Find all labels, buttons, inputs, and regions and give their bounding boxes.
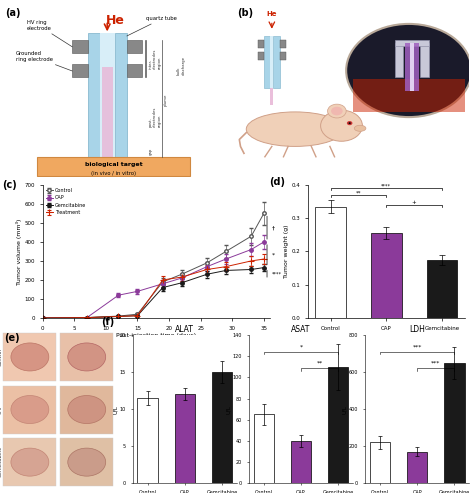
Text: He: He (105, 13, 124, 27)
Text: **: ** (317, 361, 323, 366)
Bar (73, 40, 88, 53)
Text: ****: **** (272, 271, 282, 277)
Bar (102, 67, 113, 157)
Bar (410, 43, 414, 91)
Text: (in vivo / in vitro): (in vivo / in vitro) (91, 171, 137, 176)
Ellipse shape (11, 395, 49, 423)
Text: (b): (b) (237, 7, 253, 18)
Text: (a): (a) (5, 7, 21, 18)
Bar (115, 33, 127, 157)
Ellipse shape (68, 395, 106, 423)
Bar (291, 441, 311, 483)
Circle shape (320, 110, 363, 141)
Legend: Control, CAP, Gemcitabine, Treatment: Control, CAP, Gemcitabine, Treatment (45, 187, 87, 215)
Y-axis label: U/L: U/L (226, 405, 231, 414)
Bar (127, 40, 142, 53)
Title: ASAT: ASAT (292, 325, 310, 334)
Text: quartz tube: quartz tube (127, 16, 177, 36)
Ellipse shape (11, 448, 49, 476)
Bar (444, 363, 465, 483)
Text: Grounded
ring electrode: Grounded ring electrode (16, 51, 73, 71)
Circle shape (328, 104, 346, 118)
Bar (174, 394, 195, 483)
Ellipse shape (246, 112, 344, 146)
Bar (407, 452, 428, 483)
Circle shape (348, 122, 351, 124)
Text: inter-
electrodes
region: inter- electrodes region (149, 49, 162, 69)
Bar (137, 398, 158, 483)
Text: bulk
discharge: bulk discharge (177, 56, 186, 75)
Bar (3, 333, 56, 381)
Bar (328, 367, 348, 483)
Text: (e): (e) (4, 333, 20, 343)
Y-axis label: U/L: U/L (113, 405, 118, 414)
Ellipse shape (68, 343, 106, 371)
Bar (405, 43, 410, 91)
Text: †: † (272, 225, 274, 230)
Bar (212, 372, 232, 483)
Text: HV ring
electrode: HV ring electrode (27, 20, 73, 47)
Text: Control: Control (0, 348, 3, 365)
Bar (427, 260, 457, 318)
Bar (273, 36, 280, 88)
Y-axis label: U/L: U/L (342, 405, 347, 414)
Bar (3, 386, 56, 434)
Circle shape (346, 24, 472, 117)
Bar (100, 33, 115, 157)
Bar (370, 443, 390, 483)
Text: post-
electrodes
region: post- electrodes region (149, 107, 162, 127)
Y-axis label: Tumor volume (mm³): Tumor volume (mm³) (16, 218, 22, 284)
Text: He: He (266, 11, 277, 17)
Bar (420, 43, 428, 77)
Bar (395, 43, 403, 77)
Bar (60, 333, 113, 381)
Text: (c): (c) (2, 179, 17, 189)
Circle shape (347, 121, 353, 125)
Bar (3, 438, 56, 486)
Circle shape (331, 106, 343, 115)
Text: (f): (f) (101, 317, 115, 327)
Text: (d): (d) (269, 177, 285, 187)
Bar (264, 36, 270, 88)
Bar (395, 40, 428, 46)
Title: ALAT: ALAT (175, 325, 194, 334)
Text: ****: **** (381, 183, 392, 188)
Text: CAP: CAP (0, 404, 3, 414)
Bar (73, 65, 88, 77)
Bar (60, 386, 113, 434)
Ellipse shape (354, 125, 366, 131)
Title: LDH: LDH (409, 325, 425, 334)
Text: ***: *** (431, 361, 440, 366)
Bar (88, 33, 100, 157)
Bar (271, 88, 273, 105)
Ellipse shape (11, 343, 49, 371)
Bar (258, 52, 264, 60)
Bar (270, 36, 273, 88)
X-axis label: Post-injection time (days): Post-injection time (days) (116, 333, 197, 338)
Bar (37, 157, 190, 176)
Bar (127, 65, 142, 77)
Bar (280, 52, 286, 60)
Text: Gemcitabine: Gemcitabine (0, 446, 3, 477)
Text: **: ** (356, 190, 361, 195)
Bar (371, 233, 401, 318)
Text: plume: plume (164, 94, 168, 106)
Text: gap: gap (149, 148, 153, 155)
Ellipse shape (68, 448, 106, 476)
Text: *: * (300, 345, 302, 350)
Y-axis label: Tumor weight (g): Tumor weight (g) (284, 225, 289, 278)
Bar (60, 438, 113, 486)
Text: +: + (412, 200, 417, 205)
Text: biological target: biological target (85, 162, 143, 167)
Bar (280, 40, 286, 48)
Bar (315, 207, 346, 318)
Bar (258, 40, 264, 48)
Bar (254, 415, 274, 483)
Text: *: * (272, 252, 274, 257)
Text: ***: *** (412, 345, 422, 350)
Bar (414, 43, 419, 91)
Bar (353, 79, 465, 112)
